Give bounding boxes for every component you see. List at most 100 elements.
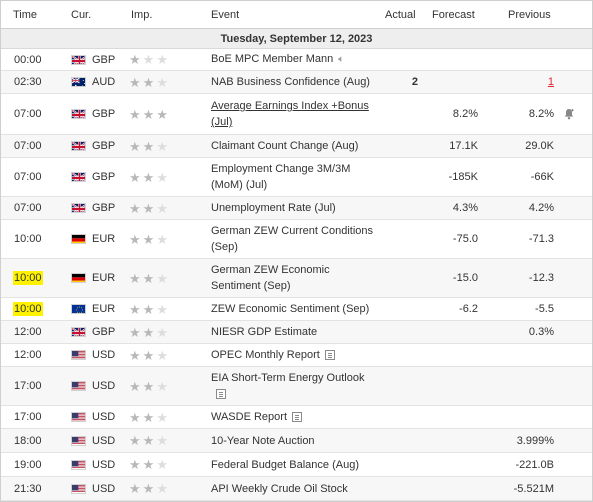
event-name: German ZEW Current Conditions (Sep) bbox=[211, 225, 373, 253]
event-name: OPEC Monthly Report bbox=[211, 349, 320, 361]
star-filled-icon: ★ bbox=[129, 169, 141, 185]
forecast-value: -6.2 bbox=[459, 303, 478, 315]
australia-flag-icon bbox=[71, 77, 86, 87]
currency: GBP bbox=[92, 171, 116, 183]
table-row[interactable]: 00:00 GBP ★ ★ ★ BoE MPC Member Mann 🔈︎ bbox=[1, 49, 592, 71]
previous-value: 0.3% bbox=[528, 326, 554, 338]
event-time: 19:00 bbox=[14, 458, 42, 471]
table-row[interactable]: 07:00 GBP ★ ★ ★ Unemployment Rate (Jul) 4.3% 4.… bbox=[1, 197, 592, 220]
star-empty-icon: ★ bbox=[156, 169, 168, 185]
actual-value bbox=[381, 429, 418, 452]
forecast-value: -185K bbox=[448, 171, 478, 183]
star-filled-icon: ★ bbox=[142, 169, 155, 185]
document-icon[interactable] bbox=[216, 389, 226, 400]
previous-value: -5.521M bbox=[513, 482, 554, 495]
star-empty-icon: ★ bbox=[156, 270, 168, 286]
table-row[interactable]: 10:00 EUR ★ ★ ★ ZEW Economic Sentiment (Sep) -… bbox=[1, 298, 592, 321]
star-empty-icon: ★ bbox=[156, 481, 168, 496]
star-empty-icon: ★ bbox=[156, 231, 168, 247]
uk-flag-icon bbox=[71, 54, 86, 65]
star-empty-icon: ★ bbox=[156, 52, 168, 67]
star-filled-icon: ★ bbox=[129, 106, 141, 122]
currency: USD bbox=[92, 380, 116, 392]
col-header-currency[interactable]: Cur. bbox=[71, 9, 92, 21]
table-row[interactable]: 19:00 USD ★ ★ ★ Federal Budget Balance (Aug) -… bbox=[1, 453, 592, 477]
star-filled-icon: ★ bbox=[142, 481, 155, 496]
star-filled-icon: ★ bbox=[129, 74, 141, 90]
importance-stars: ★ ★ ★ bbox=[129, 197, 177, 219]
star-filled-icon: ★ bbox=[129, 270, 141, 286]
currency: USD bbox=[92, 349, 116, 361]
forecast-value bbox=[421, 367, 478, 405]
table-row[interactable]: 12:00 USD ★ ★ ★ OPEC Monthly Report bbox=[1, 344, 592, 367]
currency: USD bbox=[92, 458, 116, 471]
actual-value bbox=[381, 344, 418, 366]
col-header-event[interactable]: Event bbox=[211, 9, 240, 21]
previous-value: -71.3 bbox=[528, 233, 554, 245]
germany-flag-icon bbox=[71, 234, 86, 244]
alert-bell-icon[interactable] bbox=[563, 94, 577, 134]
event-time: 10:00 bbox=[13, 271, 43, 285]
star-filled-icon: ★ bbox=[142, 324, 155, 340]
table-row[interactable]: 07:00 GBP ★ ★ ★ Average Earnings Index +Bonus… bbox=[1, 94, 592, 135]
event-name: Employment Change 3M/3M (MoM) (Jul) bbox=[211, 163, 351, 191]
table-row[interactable]: 12:00 GBP ★ ★ ★ NIESR GDP Estimate 0.3% bbox=[1, 321, 592, 344]
star-filled-icon: ★ bbox=[129, 433, 141, 448]
date-row: Tuesday, September 12, 2023 bbox=[1, 29, 592, 49]
actual-value bbox=[381, 367, 418, 405]
actual-value bbox=[381, 477, 418, 500]
star-filled-icon: ★ bbox=[142, 74, 155, 90]
uk-flag-icon bbox=[71, 141, 86, 151]
importance-stars: ★ ★ ★ bbox=[129, 298, 177, 320]
forecast-value bbox=[421, 71, 478, 93]
col-header-actual[interactable]: Actual bbox=[385, 9, 416, 21]
document-icon[interactable] bbox=[292, 412, 303, 423]
event-time: 07:00 bbox=[14, 202, 42, 214]
currency: USD bbox=[92, 482, 116, 495]
col-header-importance[interactable]: Imp. bbox=[131, 9, 153, 21]
event-name: ZEW Economic Sentiment (Sep) bbox=[211, 303, 370, 315]
currency: EUR bbox=[92, 303, 116, 315]
event-time: 17:00 bbox=[14, 411, 42, 423]
event-name: WASDE Report bbox=[211, 411, 288, 423]
table-header: Time Cur. Imp. Event Actual Forecast Pre… bbox=[1, 1, 592, 29]
star-filled-icon: ★ bbox=[129, 481, 141, 496]
actual-value bbox=[381, 158, 418, 196]
event-time: 02:30 bbox=[14, 76, 42, 88]
event-time: 21:30 bbox=[14, 482, 42, 495]
forecast-value bbox=[421, 344, 478, 366]
star-empty-icon: ★ bbox=[156, 138, 168, 154]
usa-flag-icon bbox=[71, 483, 86, 494]
col-header-previous[interactable]: Previous bbox=[508, 9, 551, 21]
actual-value bbox=[381, 197, 418, 219]
table-row[interactable]: 10:00 EUR ★ ★ ★ German ZEW Economic Sentiment… bbox=[1, 259, 592, 298]
document-icon[interactable] bbox=[324, 350, 335, 361]
table-row[interactable]: 17:00 USD ★ ★ ★ WASDE Report bbox=[1, 406, 592, 429]
eu-flag-icon bbox=[71, 304, 86, 314]
table-row[interactable]: 07:00 GBP ★ ★ ★ Employment Change 3M/3M (MoM)… bbox=[1, 158, 592, 197]
actual-value bbox=[381, 259, 418, 297]
uk-flag-icon bbox=[71, 109, 86, 119]
speaker-icon[interactable]: 🔈︎ bbox=[338, 54, 345, 65]
forecast-value: 4.3% bbox=[452, 202, 478, 214]
event-time: 12:00 bbox=[14, 326, 42, 338]
importance-stars: ★ ★ ★ bbox=[129, 344, 177, 366]
table-row[interactable]: 02:30 AUD ★ ★ ★ NAB Business Confidence (Aug)… bbox=[1, 71, 592, 94]
previous-value: -221.0B bbox=[515, 458, 554, 471]
table-row[interactable]: 18:00 USD ★ ★ ★ 10-Year Note Auction 3.999% bbox=[1, 429, 592, 453]
uk-flag-icon bbox=[71, 172, 86, 182]
event-time: 00:00 bbox=[14, 53, 42, 66]
importance-stars: ★ ★ ★ bbox=[129, 406, 177, 428]
event-name[interactable]: Average Earnings Index +Bonus (Jul) bbox=[211, 100, 369, 128]
star-filled-icon: ★ bbox=[142, 138, 155, 154]
table-row[interactable]: 21:30 USD ★ ★ ★ API Weekly Crude Oil Stock -5.… bbox=[1, 477, 592, 501]
col-header-forecast[interactable]: Forecast bbox=[432, 9, 475, 21]
table-row[interactable]: 10:00 EUR ★ ★ ★ German ZEW Current Conditions… bbox=[1, 220, 592, 259]
star-filled-icon: ★ bbox=[142, 231, 155, 247]
star-filled-icon: ★ bbox=[129, 231, 141, 247]
table-row[interactable]: 17:00 USD ★ ★ ★ EIA Short-Term Energy Outlook bbox=[1, 367, 592, 406]
col-header-time[interactable]: Time bbox=[13, 9, 38, 21]
forecast-value bbox=[421, 477, 478, 500]
table-row[interactable]: 07:00 GBP ★ ★ ★ Claimant Count Change (Aug) 17… bbox=[1, 135, 592, 158]
event-name: German ZEW Economic Sentiment (Sep) bbox=[211, 264, 330, 292]
